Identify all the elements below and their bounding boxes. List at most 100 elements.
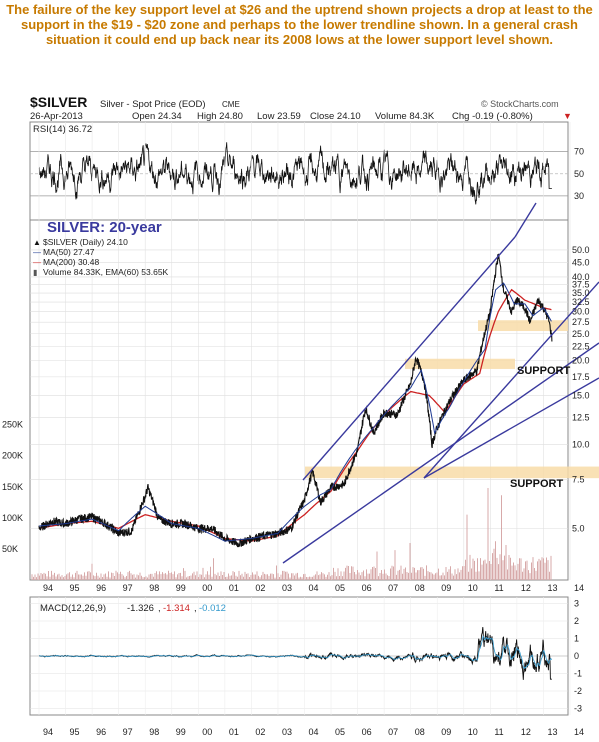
price-tick-label: 50.0 [572, 245, 590, 255]
support-label-upper: SUPPORT [517, 365, 570, 377]
year-label: 05 [335, 583, 345, 593]
year-label: 07 [388, 583, 398, 593]
year-label: 03 [282, 727, 292, 737]
year-label: 10 [468, 727, 478, 737]
trendline-upper-channel [302, 236, 516, 481]
legend-mark: — [33, 258, 41, 267]
price-tick-label: 27.5 [572, 317, 590, 327]
year-label: 04 [309, 583, 319, 593]
price-tick-label: 10.0 [572, 440, 590, 450]
header-brand: © StockCharts.com [481, 99, 559, 109]
year-label: 13 [547, 583, 557, 593]
macd-tick-label: -3 [574, 704, 582, 714]
macd-tick-label: 3 [574, 599, 579, 609]
year-label: 06 [362, 727, 372, 737]
year-label: 94 [43, 727, 53, 737]
macd-legend: MACD(12,26,9) -1.326 -1.314 -0.012 , , [40, 603, 226, 614]
header-exchange: CME [222, 100, 240, 109]
header-open: Open 24.34 [132, 111, 182, 122]
ma50-line [38, 282, 552, 542]
header-close: Close 24.10 [310, 111, 361, 122]
year-label: 97 [123, 727, 133, 737]
year-label: 09 [441, 727, 451, 737]
macd-tick-label: 0 [574, 651, 579, 661]
trendline-rsi-channel [514, 202, 537, 238]
year-label: 00 [202, 583, 212, 593]
macd-tick-label: 2 [574, 616, 579, 626]
price-tick-label: 5.0 [572, 523, 585, 533]
trendline-uptrend-2003 [282, 342, 599, 564]
legend-entry: $SILVER (Daily) 24.10 [43, 237, 128, 247]
support-zone [405, 358, 515, 369]
year-label: 96 [96, 583, 106, 593]
header-volume: Volume 84.3K [375, 111, 435, 122]
legend-mark: ▮ [33, 268, 37, 277]
header-chg: Chg -0.19 (-0.80%) [452, 111, 533, 122]
rsi-tick-label: 70 [574, 147, 584, 157]
year-label: 03 [282, 583, 292, 593]
price-tick-label: 12.5 [572, 413, 590, 423]
price-tick-label: 25.0 [572, 329, 590, 339]
header-high: High 24.80 [197, 111, 243, 122]
rsi-panel [29, 121, 569, 221]
legend-entry: Volume 84.33K, EMA(60) 53.65K [43, 267, 169, 277]
year-label: 12 [521, 727, 531, 737]
support-zone [305, 466, 599, 479]
macd-value: -1.326 [127, 603, 154, 614]
support-zone [478, 320, 568, 332]
price-tick-label: 17.5 [572, 372, 590, 382]
trendline-lower [423, 377, 599, 479]
macd-tick-label: 1 [574, 634, 579, 644]
legend-entry: MA(50) 27.47 [43, 247, 95, 257]
year-label: 95 [70, 727, 80, 737]
macd-tick-label: -1 [574, 669, 582, 679]
year-label: 97 [123, 583, 133, 593]
volume-tick-label: 50K [2, 544, 18, 554]
year-label: 11 [494, 583, 503, 593]
year-label: 10 [468, 583, 478, 593]
header-date: 26-Apr-2013 [30, 111, 83, 122]
price-tick-label: 35.0 [572, 288, 590, 298]
year-label: 06 [362, 583, 372, 593]
support-label-lower: SUPPORT [510, 478, 563, 490]
macd-label: MACD(12,26,9) [40, 603, 106, 614]
year-label: 99 [176, 727, 186, 737]
price-tick-label: 32.5 [572, 297, 590, 307]
macd-sep-1: , [158, 603, 161, 614]
macd-signal-value: -1.314 [163, 603, 190, 614]
year-label: 09 [441, 583, 451, 593]
year-label: 01 [229, 727, 239, 737]
year-label: 94 [43, 583, 53, 593]
year-label: 98 [149, 727, 159, 737]
legend-mark: ▲ [33, 238, 41, 247]
volume-tick-label: 250K [2, 420, 23, 430]
volume-tick-label: 150K [2, 482, 23, 492]
chart-caption: The failure of the key support level at … [6, 2, 593, 47]
year-label: 02 [255, 583, 265, 593]
price-tick-label: 22.5 [572, 341, 590, 351]
year-label: 08 [415, 583, 425, 593]
volume-tick-label: 200K [2, 451, 23, 461]
year-label: 95 [70, 583, 80, 593]
legend-mark: — [33, 248, 41, 257]
price-tick-label: 20.0 [572, 356, 590, 366]
header-band [30, 96, 568, 120]
price-tick-label: 45.0 [572, 258, 590, 268]
rsi-tick-label: 50 [574, 169, 584, 179]
year-label: 04 [309, 727, 319, 737]
price-tick-label: 30.0 [572, 307, 590, 317]
trendlines [282, 202, 599, 564]
rsi-tick-label: 30 [574, 191, 584, 201]
price-tick-label: 15.0 [572, 391, 590, 401]
price-tick-label: 37.5 [572, 280, 590, 290]
year-label: 05 [335, 727, 345, 737]
header-symbol: $SILVER [30, 94, 87, 110]
year-label: 08 [415, 727, 425, 737]
year-label: 99 [176, 583, 186, 593]
silver-chart: $SILVER Silver - Spot Price (EOD) CME © … [2, 94, 599, 737]
macd-signal-line [39, 635, 553, 669]
year-label: 96 [96, 727, 106, 737]
legend-entry: MA(200) 30.48 [43, 257, 99, 267]
year-label: 01 [229, 583, 239, 593]
macd-tick-label: -2 [574, 686, 582, 696]
